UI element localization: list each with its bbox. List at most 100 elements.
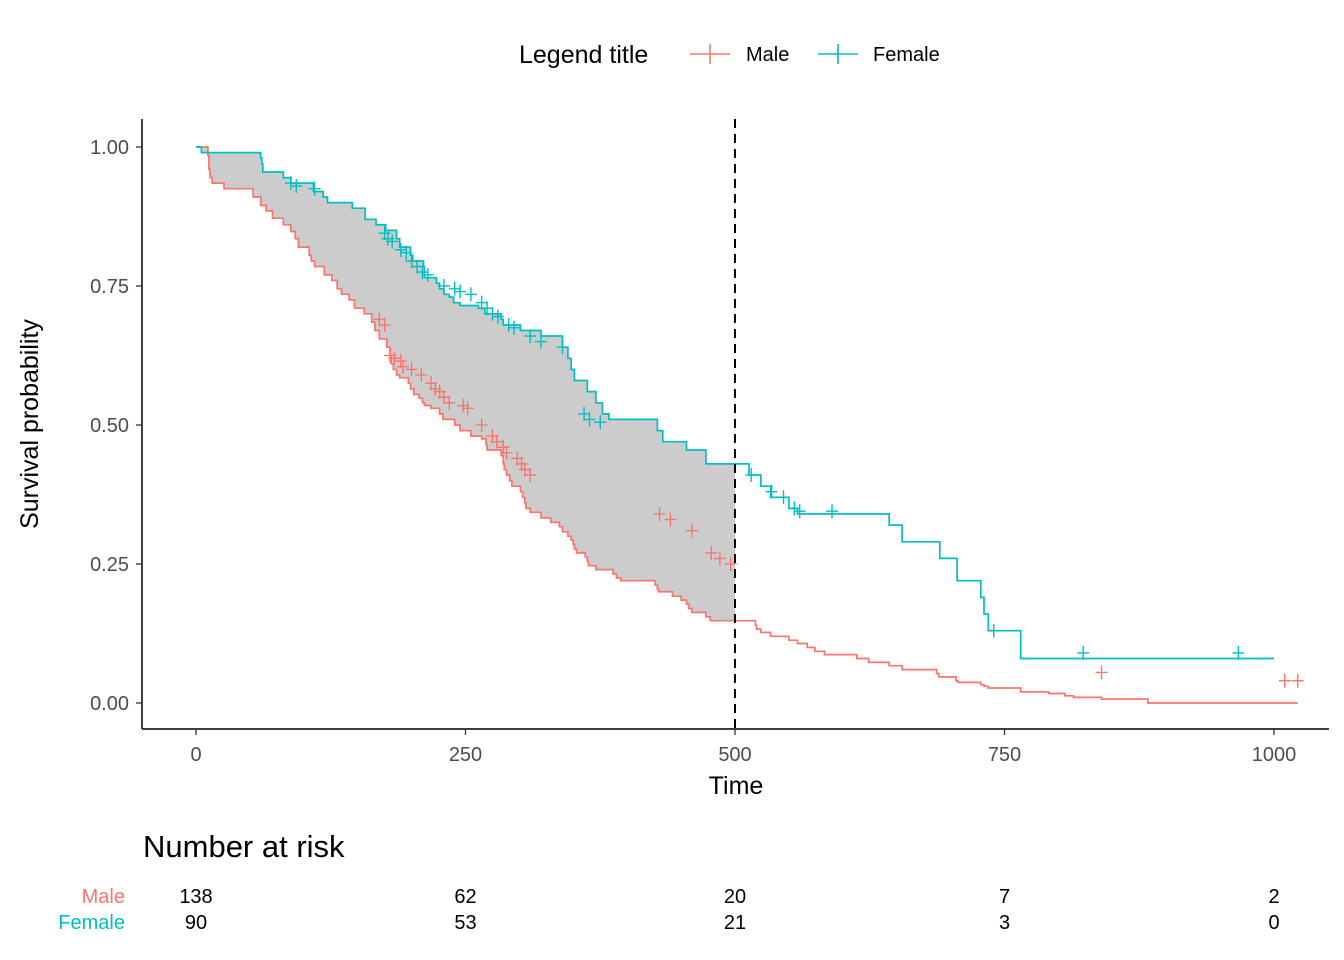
legend-key-male [690, 44, 730, 64]
censor-mark-male [394, 354, 407, 369]
legend-title: Legend title [519, 41, 648, 69]
censor-mark-male [396, 359, 409, 374]
censor-mark-male [461, 401, 474, 416]
censor-mark-female [400, 245, 413, 260]
y-tick-label: 0.75 [90, 276, 129, 298]
risk-count-female: 0 [1268, 912, 1279, 934]
censor-mark-female [508, 320, 521, 335]
y-tick-label: 0.25 [90, 554, 129, 576]
censor-mark-female [826, 504, 839, 519]
censor-mark-female [491, 309, 504, 324]
risk-table: Number at risk Male 138 62 20 7 2 Female 90 53 21… [58, 829, 1279, 934]
x-tick-label: 500 [718, 744, 751, 766]
censor-mark-female [448, 281, 461, 296]
risk-row-label-female: Female [58, 912, 125, 934]
legend: Legend title Male Female [519, 41, 940, 69]
x-tick-label: 250 [449, 744, 482, 766]
censor-mark-female [394, 242, 407, 257]
censor-mark-female [745, 468, 758, 483]
censor-mark-female [788, 501, 801, 516]
censor-mark-female [777, 490, 790, 505]
censor-mark-female [1232, 645, 1245, 660]
censor-mark-male [443, 395, 456, 410]
censor-mark-female [290, 178, 303, 193]
legend-label-male: Male [746, 44, 789, 66]
censor-mark-male [497, 440, 510, 455]
risk-count-male: 20 [724, 886, 746, 908]
censor-mark-female [386, 234, 399, 249]
x-tick-label: 0 [190, 744, 201, 766]
risk-count-male: 7 [999, 886, 1010, 908]
censor-mark-female [437, 279, 450, 293]
series-male [196, 146, 1304, 704]
censor-mark-female [486, 306, 499, 321]
x-axis-title: Time [709, 772, 764, 800]
censor-mark-female [421, 267, 434, 282]
series-line-male [196, 146, 1298, 704]
censor-mark-female [583, 412, 596, 427]
censor-mark-female [502, 317, 515, 332]
censor-mark-female [594, 415, 607, 430]
censor-mark-male [518, 462, 531, 477]
censor-mark-male [388, 351, 401, 366]
censor-mark-female [556, 340, 569, 355]
risk-count-female: 3 [999, 912, 1010, 934]
shaded-region-layer [196, 147, 735, 621]
x-ticks: 0 250 500 750 1000 [190, 729, 1296, 766]
y-ticks: 0.00 0.25 0.50 0.75 1.00 [90, 137, 142, 715]
censor-mark-male [490, 434, 503, 449]
censor-mark-female [475, 295, 488, 310]
risk-count-male: 62 [454, 886, 476, 908]
y-axis-title: Survival probability [16, 319, 44, 529]
censor-mark-male [524, 468, 537, 483]
risk-table-cells: Male 138 62 20 7 2 Female 90 53 21 3 0 [58, 886, 1279, 934]
censor-mark-male [713, 551, 726, 566]
censor-mark-male [475, 418, 488, 432]
risk-count-male: 138 [179, 886, 212, 908]
risk-count-female: 90 [185, 912, 207, 934]
series-layer [196, 146, 1304, 704]
censor-mark-male [664, 512, 677, 527]
risk-row-label-male: Male [82, 886, 125, 908]
risk-count-male: 2 [1268, 886, 1279, 908]
series-female [196, 146, 1274, 660]
y-tick-label: 0.00 [90, 693, 129, 715]
censor-mark-female [793, 504, 806, 519]
risk-count-female: 21 [724, 912, 746, 934]
risk-count-female: 53 [454, 912, 476, 934]
censor-mark-female [454, 284, 467, 299]
risk-table-title: Number at risk [143, 829, 345, 864]
censor-mark-female [524, 329, 537, 344]
x-tick-label: 750 [988, 744, 1021, 766]
x-tick-label: 1000 [1252, 744, 1297, 766]
shaded-region [196, 147, 735, 621]
censor-mark-female [378, 226, 391, 241]
censor-mark-female [284, 176, 297, 191]
censor-mark-female [578, 406, 591, 421]
censor-mark-male [415, 367, 428, 382]
censor-mark-male [515, 456, 528, 471]
censor-mark-male [373, 312, 386, 327]
censor-mark-male [1278, 673, 1291, 688]
censor-mark-female [765, 484, 778, 499]
censor-mark-female [308, 181, 321, 196]
censor-mark-female [416, 265, 429, 280]
censor-mark-female [534, 334, 547, 349]
censor-mark-male [405, 362, 418, 377]
y-tick-label: 0.50 [90, 415, 129, 437]
censor-mark-male [724, 557, 737, 571]
censor-mark-male [1095, 665, 1108, 680]
censor-mark-female [405, 253, 418, 268]
censor-mark-male [685, 523, 698, 538]
censor-mark-male [500, 445, 513, 460]
censor-mark-female [410, 259, 423, 274]
legend-label-female: Female [873, 44, 940, 66]
censor-mark-female [1077, 645, 1090, 660]
censor-mark-male [705, 545, 718, 560]
legend-key-female [818, 44, 858, 64]
censor-mark-male [653, 506, 666, 521]
censor-mark-male [437, 390, 450, 405]
censor-mark-male [1291, 673, 1304, 688]
censor-mark-male [378, 317, 391, 332]
